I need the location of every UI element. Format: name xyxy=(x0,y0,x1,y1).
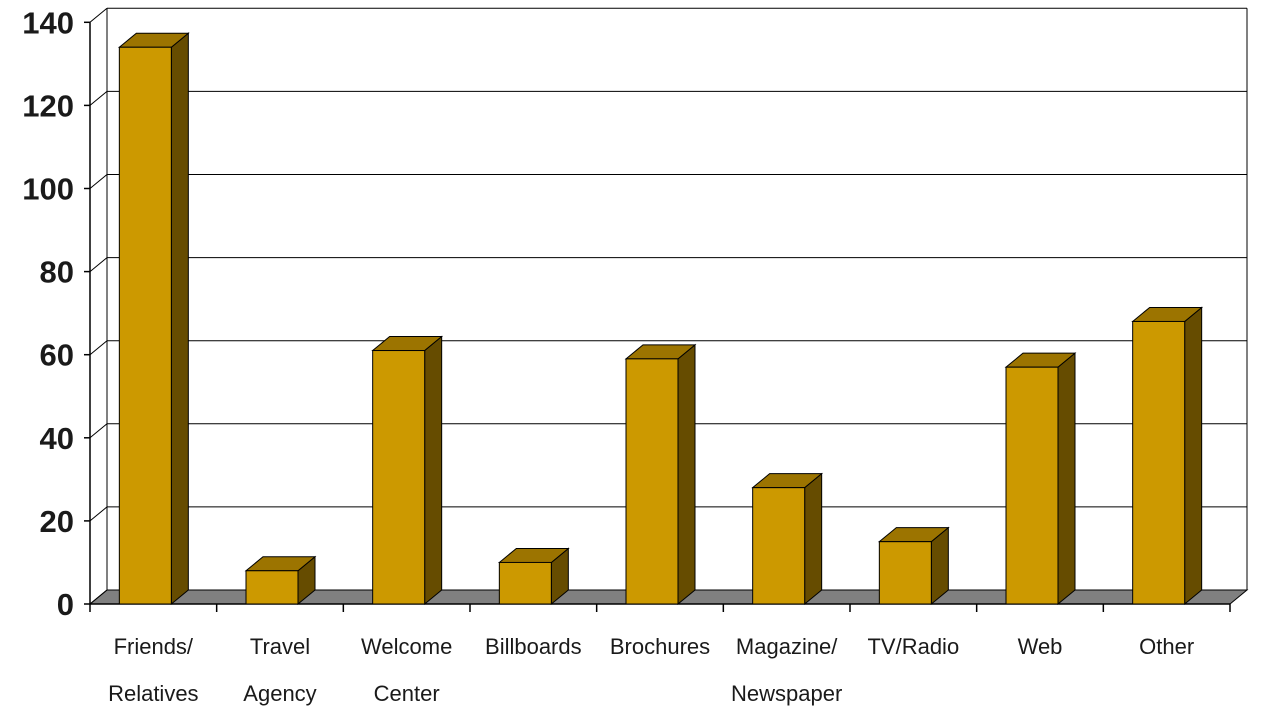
y-tick-label: 60 xyxy=(40,338,74,373)
bar-side xyxy=(424,335,443,606)
side-wall-gridline xyxy=(89,174,108,189)
x-tick-label-line: Magazine/ xyxy=(736,634,838,659)
bar xyxy=(117,32,190,606)
x-tick-label-line: Agency xyxy=(243,681,316,706)
bar xyxy=(1004,352,1077,606)
bar xyxy=(244,555,317,606)
x-tick-label-line: Welcome xyxy=(361,634,452,659)
x-tick-label: Billboards xyxy=(485,634,582,659)
y-tick-label: 80 xyxy=(40,255,74,290)
y-tick-label: 0 xyxy=(57,587,74,622)
side-wall-gridline xyxy=(89,340,108,356)
bar-front xyxy=(752,487,806,605)
side-wall-gridline xyxy=(89,7,108,23)
side-wall-gridline xyxy=(89,506,108,522)
bar-side xyxy=(170,32,189,606)
side-wall-gridline xyxy=(89,423,108,439)
bar-front xyxy=(625,358,679,605)
x-tick-label: Brochures xyxy=(610,634,710,659)
bar-front xyxy=(498,561,552,605)
bar-side xyxy=(1184,306,1203,606)
x-axis-ticks: Friends/Relatives Travel Agency Welcome Cent… xyxy=(89,604,1231,706)
side-wall-gridline xyxy=(89,91,108,106)
bar-front xyxy=(1005,366,1059,605)
bar xyxy=(751,472,824,606)
bar-front xyxy=(118,46,172,605)
side-wall-gridline xyxy=(89,257,108,272)
bar xyxy=(497,547,570,606)
x-tick-label: Magazine/Newspaper xyxy=(731,634,842,706)
y-tick-label: 100 xyxy=(22,172,74,207)
bar-side xyxy=(677,343,696,606)
x-tick-label-line: Web xyxy=(1018,634,1063,659)
bar xyxy=(877,526,950,606)
y-tick-label: 40 xyxy=(40,421,74,456)
y-tick-label: 120 xyxy=(22,88,74,123)
x-tick-label-line: TV/Radio xyxy=(867,634,959,659)
side-wall-gridline xyxy=(89,589,108,605)
bar-side xyxy=(1057,352,1076,606)
x-tick-label-line: Travel xyxy=(250,634,310,659)
y-tick-label: 20 xyxy=(40,504,74,539)
bar xyxy=(371,335,444,606)
bars xyxy=(117,32,1204,606)
x-tick-label-line: Brochures xyxy=(610,634,710,659)
bar-front xyxy=(372,350,426,605)
y-tick-label: 140 xyxy=(22,5,74,40)
bar-front xyxy=(1132,320,1186,605)
x-tick-label: TV/Radio xyxy=(867,634,959,659)
x-tick-label-line: Friends/ xyxy=(114,634,194,659)
x-tick-label: Welcome Center xyxy=(361,634,452,706)
x-tick-label: Other xyxy=(1139,634,1194,659)
x-tick-label: Friends/Relatives xyxy=(108,634,198,706)
x-tick-label-line: Relatives xyxy=(108,681,198,706)
bar-side xyxy=(804,472,823,606)
y-axis-ticks: 0 20 40 60 80 100 120 140 xyxy=(22,5,90,622)
bar xyxy=(1131,306,1204,606)
x-tick-label-line: Center xyxy=(374,681,440,706)
x-tick-label-line: Newspaper xyxy=(731,681,842,706)
x-tick-label-line: Other xyxy=(1139,634,1194,659)
x-tick-label: Travel Agency xyxy=(243,634,316,706)
bar-front xyxy=(245,570,299,605)
x-tick-label: Web xyxy=(1018,634,1063,659)
bar xyxy=(624,343,697,606)
x-tick-label-line: Billboards xyxy=(485,634,582,659)
bar-front xyxy=(878,541,932,605)
